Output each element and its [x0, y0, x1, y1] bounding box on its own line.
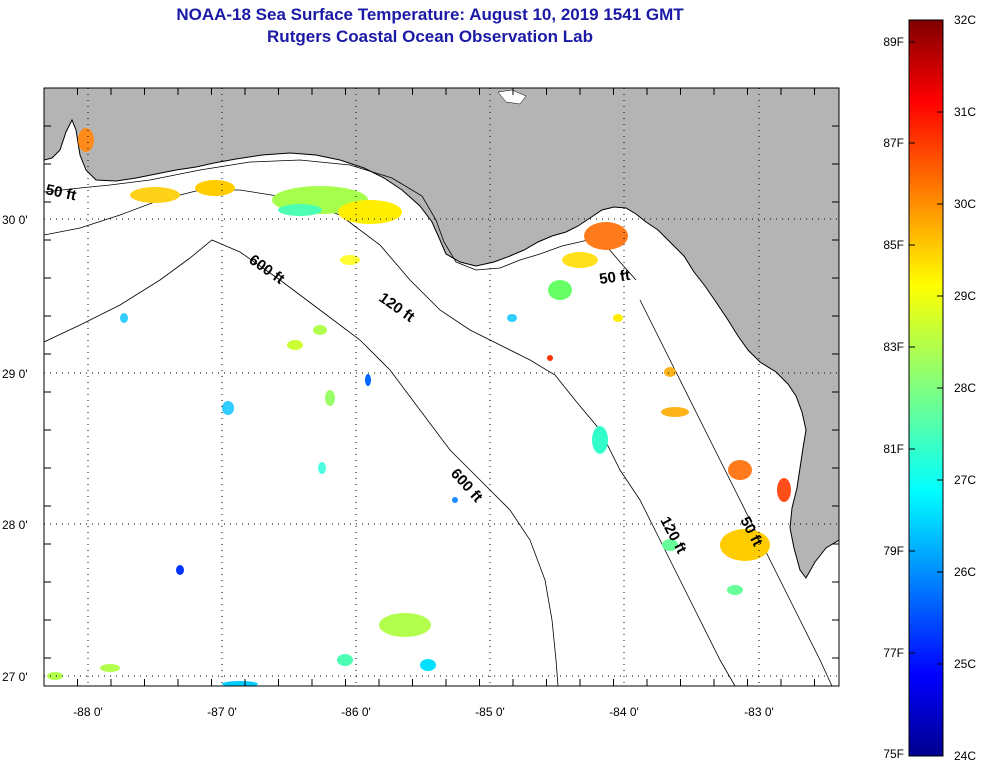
cb-c-label: 30C — [954, 197, 976, 211]
longitude-labels: -88 0' -87 0' -86 0' -85 0' -84 0' -83 0… — [73, 705, 774, 719]
cb-c-label: 25C — [954, 657, 976, 671]
sst-data-patches — [47, 128, 791, 686]
cb-f-label: 77F — [883, 646, 904, 660]
land-mass — [44, 88, 839, 579]
cb-f-label: 89F — [883, 35, 904, 49]
cb-f-label: 75F — [883, 747, 904, 761]
cb-c-label: 32C — [954, 13, 976, 27]
depth-label: 50 ft — [598, 267, 631, 288]
colorbar-fahrenheit-labels: 89F 87F 85F 83F 81F 79F 77F 75F — [883, 35, 904, 761]
contour-50ft-west — [44, 159, 637, 281]
title-line-1: NOAA-18 Sea Surface Temperature: August … — [176, 5, 684, 24]
cb-c-label: 24C — [954, 749, 976, 763]
lat-label: 28 0' — [2, 518, 28, 532]
lon-label: -86 0' — [341, 705, 371, 719]
lat-label: 29 0' — [2, 367, 28, 381]
cb-f-label: 85F — [883, 238, 904, 252]
cb-c-label: 31C — [954, 105, 976, 119]
lon-label: -85 0' — [475, 705, 505, 719]
contour-600ft — [44, 239, 559, 686]
colorbar-celsius-labels: 32C 31C 30C 29C 28C 27C 26C 25C 24C — [954, 13, 976, 763]
cb-c-label: 28C — [954, 381, 976, 395]
title-line-2: Rutgers Coastal Ocean Observation Lab — [267, 27, 593, 46]
contour-50ft-east — [639, 299, 833, 686]
cb-f-label: 81F — [883, 442, 904, 456]
cb-c-label: 27C — [954, 473, 976, 487]
lon-label: -88 0' — [73, 705, 103, 719]
cb-f-label: 79F — [883, 544, 904, 558]
lat-label: 27 0' — [2, 670, 28, 684]
inland-lake — [497, 89, 527, 105]
cb-f-label: 83F — [883, 340, 904, 354]
colorbar-ticks — [909, 41, 943, 665]
lon-label: -87 0' — [207, 705, 237, 719]
lon-label: -84 0' — [609, 705, 639, 719]
graticule — [43, 87, 839, 686]
map-title: NOAA-18 Sea Surface Temperature: August … — [60, 4, 800, 48]
lat-label: 30 0' — [2, 213, 28, 227]
cb-f-label: 87F — [883, 136, 904, 150]
lon-label: -83 0' — [744, 705, 774, 719]
map-frame — [43, 87, 840, 687]
latitude-labels: 30 0' 29 0' 28 0' 27 0' — [2, 213, 28, 684]
cb-c-label: 26C — [954, 565, 976, 579]
cb-c-label: 29C — [954, 289, 976, 303]
depth-label: 50 ft — [44, 181, 78, 204]
